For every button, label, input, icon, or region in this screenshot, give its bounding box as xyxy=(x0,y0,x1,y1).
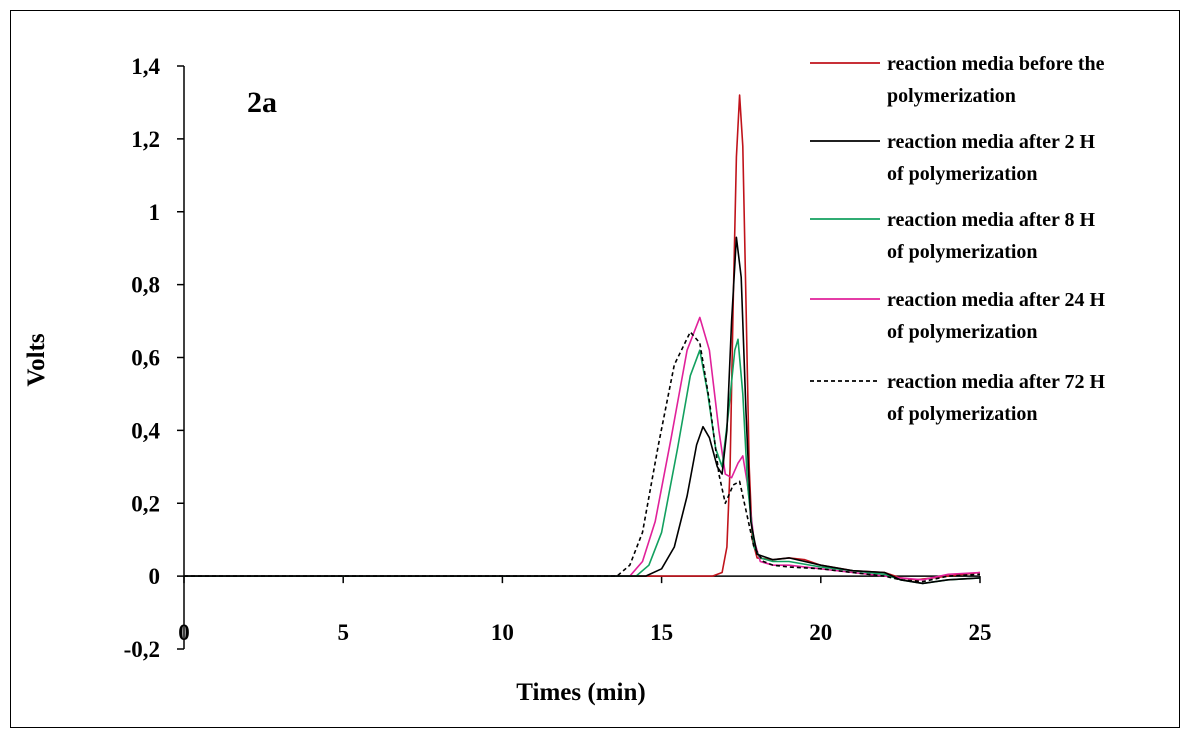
y-tick-label: 1,4 xyxy=(131,54,160,79)
series-line-3 xyxy=(184,338,981,585)
x-tick-label: 5 xyxy=(337,620,349,645)
legend-label: reaction media after 24 H xyxy=(887,289,1106,311)
x-tick-label: 10 xyxy=(491,620,514,645)
series-line-5 xyxy=(184,331,981,583)
y-tick-label: 0 xyxy=(149,564,161,589)
legend-label: reaction media after 72 H xyxy=(887,371,1106,393)
chart-frame xyxy=(10,10,1180,728)
y-tick-label: 0,8 xyxy=(131,273,160,298)
legend-label: reaction media before the xyxy=(887,53,1105,75)
series-layer xyxy=(184,94,981,585)
legend-label: reaction media after 2 H xyxy=(887,131,1096,153)
series-line-1 xyxy=(184,94,981,581)
series-line-2 xyxy=(184,236,981,585)
legend-label: of polymerization xyxy=(887,163,1038,185)
y-tick-label: 1,2 xyxy=(131,127,160,152)
y-tick-label: 0,4 xyxy=(131,418,160,443)
y-ticks: -0,2 0 0,2 0,4 0,6 0,8 1 1,2 1,4 xyxy=(124,54,184,662)
panel-label: 2a xyxy=(247,86,277,119)
y-axis-title: Volts xyxy=(23,333,50,387)
y-tick-label: 0,2 xyxy=(131,491,160,516)
legend-label: of polymerization xyxy=(887,241,1038,263)
y-tick-label: 0,6 xyxy=(131,346,160,371)
x-tick-label: 0 xyxy=(178,620,190,645)
x-tick-label: 15 xyxy=(650,620,673,645)
x-ticks: 0 5 10 15 20 25 xyxy=(178,576,992,645)
x-tick-label: 20 xyxy=(809,620,832,645)
x-tick-label: 25 xyxy=(969,620,992,645)
legend-label: of polymerization xyxy=(887,321,1038,343)
legend-label: of polymerization xyxy=(887,403,1038,425)
y-tick-label: 1 xyxy=(149,200,161,225)
y-tick-label: -0,2 xyxy=(124,637,160,662)
legend-label: reaction media after 8 H xyxy=(887,209,1096,231)
x-axis-title: Times (min) xyxy=(516,679,645,706)
legend: reaction media before the polymerization r… xyxy=(810,53,1106,425)
series-line-4 xyxy=(184,316,981,581)
legend-label: polymerization xyxy=(887,85,1016,107)
